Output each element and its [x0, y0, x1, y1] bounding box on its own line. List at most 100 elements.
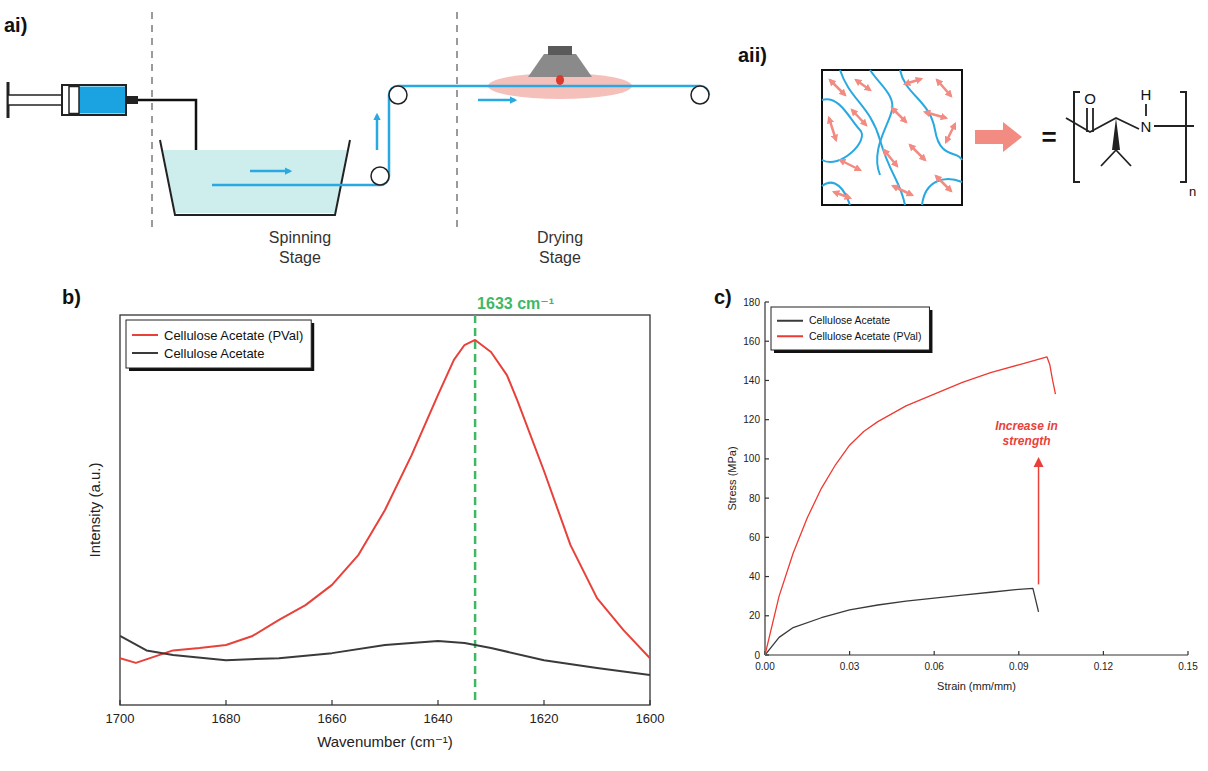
bracket — [1180, 92, 1186, 182]
polymer-chain — [870, 70, 892, 175]
data-line — [765, 357, 1055, 655]
flow-arrow — [478, 99, 515, 102]
x-tick — [437, 700, 438, 705]
y-tick-label: 20 — [749, 610, 761, 621]
orientation-arrow — [840, 160, 860, 170]
x-axis-title: Wavenumber (cm⁻¹) — [317, 733, 453, 750]
heat-lamp-top — [548, 46, 572, 55]
orientation-arrow — [830, 80, 845, 95]
y-tick — [765, 458, 769, 459]
y-tick-label: 0 — [754, 650, 760, 661]
panel-label: b) — [62, 286, 81, 308]
x-tick-label: 1660 — [318, 711, 347, 726]
orientation-arrow — [856, 80, 870, 90]
bond — [1066, 104, 1194, 166]
y-tick — [765, 537, 769, 538]
polymer-chain — [822, 183, 850, 205]
syringe-tip — [126, 96, 138, 104]
legend-label: Cellulose Acetate — [164, 346, 264, 361]
x-tick-label: 1600 — [636, 711, 665, 726]
orientation-arrow — [925, 112, 946, 118]
panel-label: ai) — [4, 14, 27, 36]
y-axis-title: Stress (MPa) — [726, 446, 738, 510]
legend-box — [126, 320, 311, 368]
legend-swatch — [777, 320, 803, 322]
panel-label: aii) — [738, 44, 767, 66]
x-tick-label: 0.00 — [755, 661, 775, 672]
orientation-arrow — [852, 110, 866, 125]
y-tick-label: 140 — [743, 375, 760, 386]
x-tick-label: 0.15 — [1178, 661, 1198, 672]
stage-label-line: Spinning — [269, 229, 331, 246]
annotation-label-line: Increase in — [995, 419, 1058, 433]
x-tick — [934, 651, 935, 655]
polymer-chain — [840, 70, 905, 205]
flow-arrow — [376, 115, 379, 150]
legend-swatch — [132, 334, 158, 336]
legend-box — [771, 307, 929, 350]
orientation-arrow — [884, 150, 897, 166]
legend-swatch — [132, 352, 158, 354]
orientation-arrow — [834, 192, 850, 198]
orientation-arrow — [910, 145, 925, 160]
x-tick — [849, 651, 850, 655]
y-tick — [765, 419, 769, 420]
x-tick — [1018, 651, 1019, 655]
orientation-arrow — [893, 186, 912, 195]
x-tick — [649, 700, 650, 705]
annotation-label: 1633 cm⁻¹ — [477, 295, 554, 312]
x-tick — [331, 700, 332, 705]
y-tick-label: 60 — [749, 532, 761, 543]
orientation-arrow — [905, 79, 921, 84]
wedge-bond — [1112, 118, 1120, 150]
y-axis-title: Intensity (a.u.) — [86, 462, 103, 557]
x-tick-label: 0.03 — [840, 661, 860, 672]
equals-sign: = — [1041, 122, 1056, 152]
y-tick-label: 40 — [749, 571, 761, 582]
annotation-arrow — [1038, 465, 1040, 584]
annotations: 1633 cm⁻¹ — [477, 295, 554, 312]
annotation-label-line: strength — [1003, 434, 1051, 448]
atom-label: N — [1141, 118, 1152, 135]
peptide-diagram: =OHNn — [822, 70, 1196, 205]
orientation-arrow — [936, 176, 951, 191]
orientation-arrow — [937, 80, 951, 96]
annotation-label: Increase instrength — [995, 419, 1058, 448]
atom-label: O — [1084, 90, 1096, 107]
fiber — [212, 86, 709, 185]
stage-label-line: Drying — [537, 229, 583, 246]
syringe-barrel — [62, 85, 126, 115]
panel-label: c) — [714, 286, 732, 308]
x-tick-label: 1700 — [106, 711, 135, 726]
polymer-chain — [822, 99, 862, 162]
x-tick-label: 0.09 — [1009, 661, 1029, 672]
annotation-arrow-head — [1034, 457, 1044, 467]
figure: ai)aii)b)c)SpinningStageDryingStage=OHNn… — [0, 0, 1208, 771]
y-tick — [765, 576, 769, 577]
legend-label: Cellulose Acetate (PVal) — [164, 328, 303, 343]
repeat-subscript: n — [1189, 184, 1196, 199]
coagulation-bath — [160, 140, 350, 215]
stage-label-line: Stage — [539, 249, 581, 266]
annotations: Increase instrength — [995, 419, 1058, 448]
legend-swatch — [777, 335, 803, 337]
spinning-diagram: Spinning StageDrying Stage — [8, 12, 709, 266]
y-tick-label: 160 — [743, 336, 760, 347]
x-tick-label: 1680 — [212, 711, 241, 726]
x-axis-title: Strain (mm/mm) — [937, 680, 1016, 692]
y-tick — [765, 380, 769, 381]
x-tick-label: 1640 — [424, 711, 453, 726]
plot-frame — [120, 315, 650, 705]
fiber-box — [822, 70, 962, 205]
y-tick — [765, 498, 769, 499]
syringe-rod — [8, 95, 68, 105]
roller — [691, 86, 709, 104]
x-tick-label: 1620 — [530, 711, 559, 726]
orientation-arrow — [829, 118, 836, 140]
x-axis — [765, 654, 1188, 655]
x-tick-label: 0.06 — [924, 661, 944, 672]
stage-divider — [456, 12, 458, 232]
y-tick-label: 180 — [743, 297, 760, 308]
legend: Cellulose AcetateCellulose Acetate (PVal… — [771, 307, 932, 353]
stage-label: Drying Stage — [537, 229, 583, 266]
